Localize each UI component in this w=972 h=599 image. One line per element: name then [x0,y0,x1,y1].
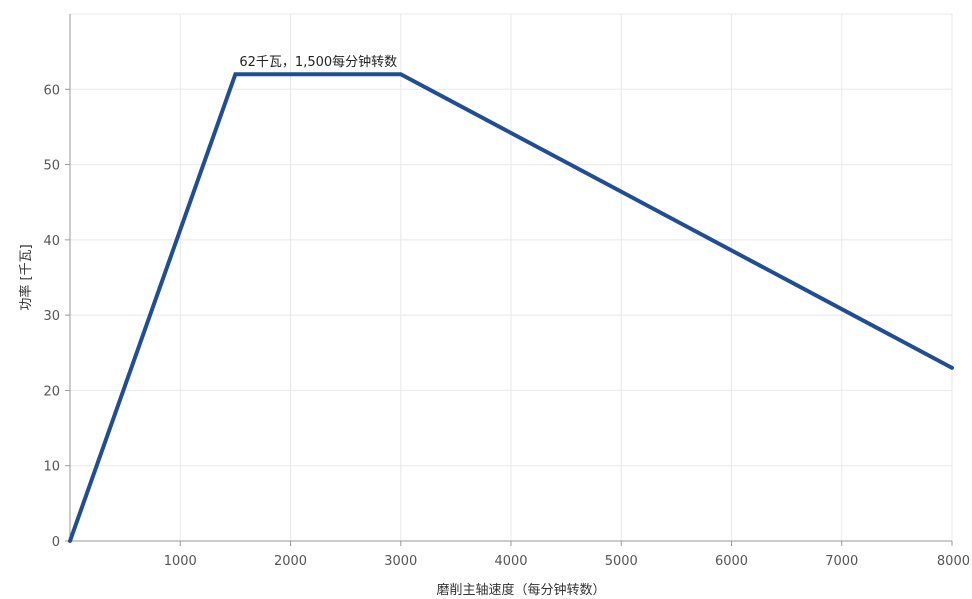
x-tick-label: 6000 [715,554,748,569]
x-tick-label: 4000 [494,554,527,569]
x-tick-label: 1000 [164,554,197,569]
y-tick-label: 40 [43,234,60,249]
y-tick-label: 10 [43,460,60,475]
x-tick-label: 3000 [384,554,417,569]
grid-layer [70,13,953,541]
y-tick-label: 60 [43,83,60,98]
x-tick-label: 5000 [605,554,638,569]
y-tick-labels: 0 10 20 30 40 50 60 [43,83,70,550]
x-tick-label: 7000 [825,554,858,569]
x-tick-label: 2000 [274,554,307,569]
series-layer [68,72,954,543]
y-tick-label: 50 [43,159,60,174]
x-tick-label: 8000 [937,554,970,569]
x-tick-labels: 1000 2000 3000 4000 5000 6000 7000 8000 [164,541,970,569]
y-tick-label: 30 [43,309,60,324]
y-tick-label: 20 [43,384,60,399]
x-axis-title: 磨削主轴速度（每分钟转数） [436,582,605,598]
peak-annotation: 62千瓦，1,500每分钟转数 [239,54,397,70]
y-axis-title: 功率 [千瓦] [18,244,34,310]
power-curve-line [68,72,954,543]
y-tick-label: 0 [52,535,60,550]
